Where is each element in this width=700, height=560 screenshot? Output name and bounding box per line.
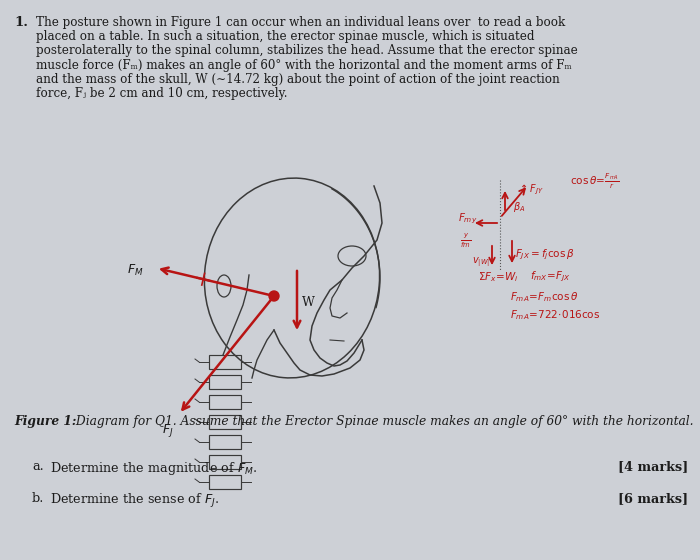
Bar [209, 475, 241, 489]
Bar [209, 455, 241, 469]
Text: Figure 1:: Figure 1: [14, 415, 76, 428]
Bar [209, 415, 241, 429]
Text: and the mass of the skull, W (∼14.72 kg) about the point of action of the joint : and the mass of the skull, W (∼14.72 kg)… [36, 73, 560, 86]
Text: posterolaterally to the spinal column, stabilizes the head. Assume that the erec: posterolaterally to the spinal column, s… [36, 44, 578, 58]
Text: $\frac{y}{fm}$: $\frac{y}{fm}$ [460, 232, 471, 250]
Bar [209, 375, 241, 389]
Text: placed on a table. In such a situation, the erector spinae muscle, which is situ: placed on a table. In such a situation, … [36, 30, 535, 43]
Text: b.: b. [32, 492, 44, 505]
Bar [209, 395, 241, 409]
Text: muscle force (Fₘ) makes an angle of 60° with the horizontal and the moment arms : muscle force (Fₘ) makes an angle of 60° … [36, 59, 572, 72]
Text: $f_{mX}\!=\!F_{JX}$: $f_{mX}\!=\!F_{JX}$ [530, 270, 570, 284]
Bar [209, 435, 241, 449]
Text: Determine the magnitude of $F_M$.: Determine the magnitude of $F_M$. [50, 460, 258, 477]
Text: $F_{JX} = f_j\cos\beta$: $F_{JX} = f_j\cos\beta$ [515, 248, 575, 263]
Bar [209, 355, 241, 369]
Text: 1.: 1. [14, 16, 28, 29]
Text: $v_{|W|}$: $v_{|W|}$ [472, 255, 490, 269]
Text: $F_J$: $F_J$ [162, 422, 174, 439]
Text: $F_{mA}\!=\!722\!\cdot\!016\cos$: $F_{mA}\!=\!722\!\cdot\!016\cos$ [510, 308, 601, 322]
Circle shape [269, 291, 279, 301]
Text: [4 marks]: [4 marks] [618, 460, 688, 473]
Text: [6 marks]: [6 marks] [618, 492, 688, 505]
Text: $F_{mA}\!=\!F_m\cos\theta$: $F_{mA}\!=\!F_m\cos\theta$ [510, 290, 578, 304]
Text: $F_{my}$: $F_{my}$ [458, 212, 477, 226]
Text: Diagram for Q1. Assume that the Erector Spinae muscle makes an angle of 60° with: Diagram for Q1. Assume that the Erector … [72, 415, 694, 428]
Text: force, Fⱼ be 2 cm and 10 cm, respectively.: force, Fⱼ be 2 cm and 10 cm, respectivel… [36, 87, 288, 100]
Text: $\Sigma F_x\!=\!W_i$: $\Sigma F_x\!=\!W_i$ [478, 270, 519, 284]
Text: Determine the sense of $F_J$.: Determine the sense of $F_J$. [50, 492, 220, 510]
Text: a.: a. [32, 460, 43, 473]
Text: The posture shown in Figure 1 can occur when an individual leans over  to read a: The posture shown in Figure 1 can occur … [36, 16, 566, 29]
Text: $\uparrow F_{JY}$: $\uparrow F_{JY}$ [518, 183, 544, 197]
Text: $F_M$: $F_M$ [127, 263, 144, 278]
Text: W: W [302, 296, 315, 310]
Text: $\cos\theta\!=\!\frac{F_{mA}}{r}$: $\cos\theta\!=\!\frac{F_{mA}}{r}$ [570, 172, 620, 191]
Text: $\beta_A$: $\beta_A$ [513, 200, 526, 214]
